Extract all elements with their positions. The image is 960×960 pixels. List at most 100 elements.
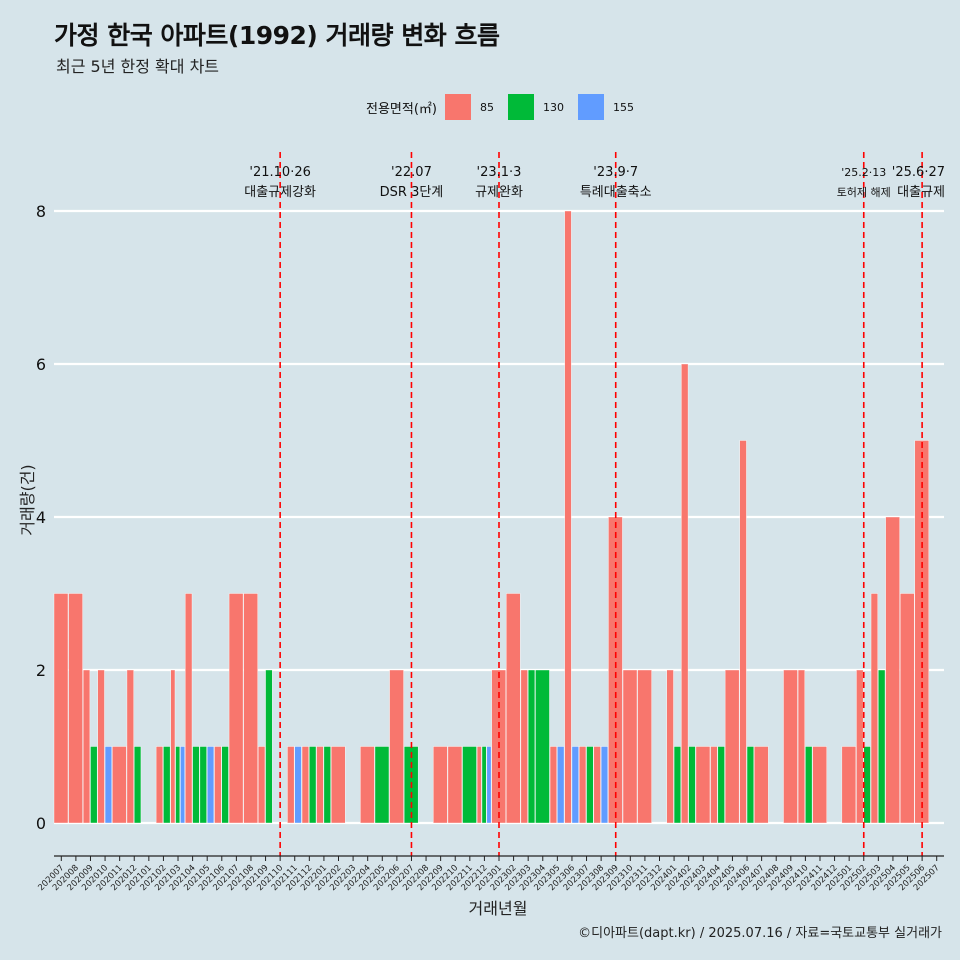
event-label-202301: 규제완화	[475, 185, 523, 200]
bar-202109-130	[265, 669, 273, 824]
bar-202305-155	[557, 746, 565, 824]
bar-202410-85	[797, 669, 805, 824]
event-label-202502: 토허제 해제	[837, 185, 891, 199]
bar-202406-85	[739, 440, 747, 824]
y-axis-label: 거래량(건)	[18, 464, 37, 535]
bar-202010-155	[104, 746, 112, 824]
bar-202307-85	[579, 746, 587, 824]
bar-202103-130	[175, 746, 181, 824]
x-axis-label: 거래년월	[469, 899, 528, 918]
bar-202303-130	[527, 669, 536, 824]
legend: 전용면적(㎡) 85 130 155	[366, 93, 648, 121]
event-date-202506: '25.6·27	[892, 165, 945, 180]
bar-202204-85	[360, 746, 375, 824]
bar-202410-130	[805, 746, 813, 824]
bar-202205-130	[374, 746, 390, 824]
bar-202102-130	[163, 746, 171, 824]
bar-202212-130	[481, 746, 487, 824]
bar-202304-130	[535, 669, 550, 824]
bar-202407-85	[754, 746, 769, 824]
bar-202008-85	[68, 593, 83, 824]
bar-202411-85	[812, 746, 827, 824]
event-date-202502: '25.2·13	[841, 166, 886, 179]
bar-202306-85	[564, 210, 572, 824]
event-annotations: '21.10·26 대출규제강화 '22.07 DSR 3단계 '23.1·3 규제완화 '…	[244, 152, 945, 856]
chart-subtitle: 최근 5년 한정 확대 차트	[56, 57, 220, 76]
bar-202503-130	[878, 669, 886, 824]
bar-202404-85	[710, 746, 718, 824]
bar-202311-85	[637, 669, 652, 824]
event-date-202207: '22.07	[391, 165, 432, 180]
bar-202504-85	[885, 516, 900, 824]
bar-202308-85	[593, 746, 601, 824]
bar-202009-130	[90, 746, 98, 824]
event-date-202301: '23.1·3	[477, 165, 522, 180]
bar-202310-85	[622, 669, 638, 824]
bar-202106-85	[214, 746, 222, 824]
legend-label-130: 130	[542, 100, 564, 114]
legend-key-155	[577, 94, 604, 120]
bar-202405-85	[724, 669, 740, 824]
bar-202211-130	[462, 746, 477, 824]
bar-202112-85	[301, 746, 309, 824]
event-date-202110: '21.10·26	[249, 165, 310, 180]
bar-202402-85	[681, 363, 689, 824]
bar-202210-85	[447, 746, 463, 824]
legend-key-85	[444, 94, 471, 120]
bar-202105-130	[199, 746, 207, 824]
y-tick-label: 6	[36, 355, 46, 374]
bar-202401-130	[673, 746, 681, 824]
bar-202112-130	[309, 746, 317, 824]
bar-202012-85	[126, 669, 134, 824]
bar-202302-85	[506, 593, 521, 824]
bar-202503-85	[870, 593, 878, 824]
bar-202406-130	[746, 746, 754, 824]
bar-202111-85	[287, 746, 295, 824]
bar-202409-85	[783, 669, 798, 824]
event-date-202309: '23.9·7	[593, 165, 638, 180]
bar-202307-130	[586, 746, 594, 824]
bar-202107-85	[228, 593, 244, 824]
bar-202012-130	[134, 746, 142, 824]
event-label-202207: DSR 3단계	[380, 185, 444, 200]
event-label-202506: 대출규제	[897, 185, 945, 200]
bar-202209-85	[433, 746, 448, 824]
bar-202401-85	[666, 669, 674, 824]
bar-202505-85	[900, 593, 915, 824]
bar-202104-130	[192, 746, 200, 824]
bar-202212-155	[486, 746, 492, 824]
bar-202306-155	[571, 746, 579, 824]
bar-202201-85	[316, 746, 324, 824]
chart-title: 가정 한국 아파트(1992) 거래량 변화 흐름	[54, 21, 500, 50]
bar-202108-85	[243, 593, 258, 824]
bar-202403-85	[695, 746, 711, 824]
bar-202404-130	[717, 746, 725, 824]
bar-202502-130	[863, 746, 871, 824]
bar-202007-85	[53, 593, 69, 824]
bar-202106-130	[221, 746, 229, 824]
legend-label-85: 85	[479, 100, 494, 114]
bar-202010-85	[97, 669, 105, 824]
bars	[53, 210, 930, 824]
event-label-202309: 특례대출축소	[580, 185, 652, 200]
bar-202103-155	[180, 746, 185, 824]
bar-202102-85	[155, 746, 164, 824]
bar-202104-85	[185, 593, 193, 824]
bar-202501-85	[841, 746, 857, 824]
legend-title: 전용면적(㎡)	[366, 101, 437, 117]
event-label-202110: 대출규제강화	[244, 185, 316, 200]
bar-202303-85	[520, 669, 528, 824]
bar-202305-85	[549, 746, 557, 824]
source-caption: ©디아파트(dapt.kr) / 2025.07.16 / 자료=국토교통부 실…	[578, 926, 942, 941]
bar-202201-130	[323, 746, 331, 824]
bar-202308-155	[600, 746, 609, 824]
bar-202103-85	[170, 669, 176, 824]
y-tick-label: 2	[36, 661, 46, 680]
bar-202402-130	[688, 746, 696, 824]
y-tick-label: 4	[36, 508, 46, 527]
legend-label-155: 155	[612, 100, 634, 114]
bar-202202-85	[331, 746, 346, 824]
legend-key-130	[507, 94, 534, 120]
y-tick-label: 8	[36, 202, 46, 221]
